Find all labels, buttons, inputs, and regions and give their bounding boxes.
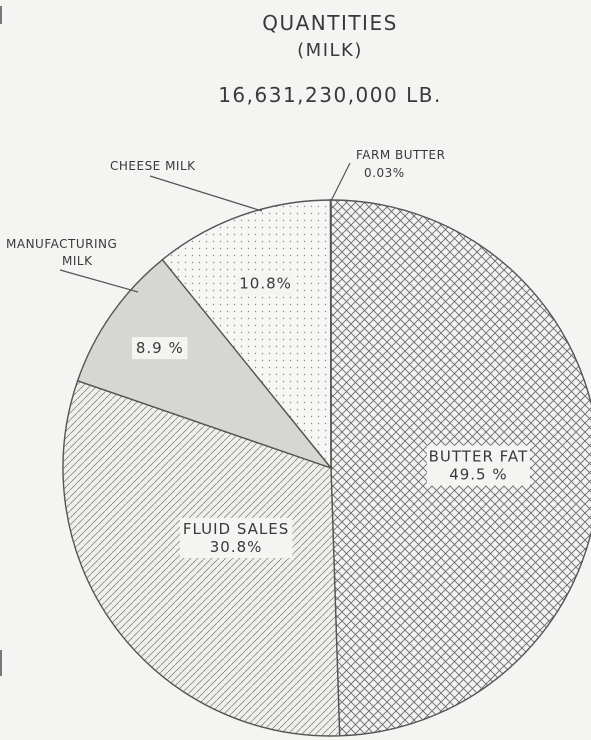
chart-title: QUANTITIES xyxy=(262,11,398,35)
callout-manufacturing-milk-line xyxy=(59,269,139,293)
slice-value-label-butter-fat: 49.5 % xyxy=(449,466,507,484)
pie-slice-fluid-sales xyxy=(62,379,341,737)
callout-farm-butter: FARM BUTTER 0.03% xyxy=(330,148,445,202)
slice-label-bg-manufacturing-milk xyxy=(132,337,188,360)
slice-value-label-fluid-sales: 30.8% xyxy=(210,538,263,556)
callout-farm-butter-pct: 0.03% xyxy=(364,166,405,180)
scan-edge-mark-top xyxy=(0,6,2,24)
pie-slice-farm-butter xyxy=(329,199,332,469)
callout-cheese-milk-line xyxy=(149,175,263,212)
callout-farm-butter-text: FARM BUTTER xyxy=(356,148,445,162)
callout-manufacturing-text-line2: MILK xyxy=(62,254,93,268)
slice-label-bg-cheese-milk xyxy=(237,272,294,295)
callout-cheese-milk-text: CHEESE MILK xyxy=(110,159,196,173)
pie-slice-cheese-milk xyxy=(161,199,332,470)
callout-farm-butter-line xyxy=(330,162,351,202)
slice-label-group-cheese-milk: 10.8% xyxy=(237,272,294,295)
callout-manufacturing-milk: MANUFACTURING MILK xyxy=(6,237,139,293)
scan-edge-mark-bottom xyxy=(0,650,2,676)
slice-label-bg-fluid-sales xyxy=(179,518,293,558)
slice-value-label-manufacturing-milk: 8.9 % xyxy=(136,339,184,357)
chart-total: 16,631,230,000 LB. xyxy=(218,83,442,107)
callout-cheese-milk: CHEESE MILK xyxy=(110,159,263,212)
callout-manufacturing-text-line1: MANUFACTURING xyxy=(6,237,117,251)
slice-label-group-manufacturing-milk: 8.9 % xyxy=(132,337,188,360)
chart-subtitle: (MILK) xyxy=(297,40,363,61)
pie-slice-manufacturing-milk xyxy=(76,258,334,470)
slice-value-label-cheese-milk: 10.8% xyxy=(239,275,292,293)
slice-name-label-fluid-sales: FLUID SALES xyxy=(183,520,289,538)
slice-label-bg-butter-fat xyxy=(426,445,530,486)
slice-name-label-butter-fat: BUTTER FAT xyxy=(429,448,529,466)
